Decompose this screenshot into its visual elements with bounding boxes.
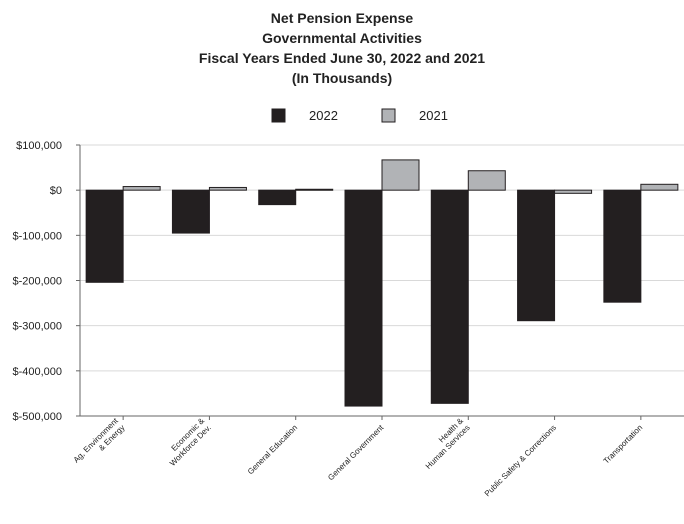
chart-title-line-3: Fiscal Years Ended June 30, 2022 and 202… bbox=[198, 50, 486, 66]
bar-2022 bbox=[171, 189, 210, 234]
y-tick-label: $100,000 bbox=[16, 140, 62, 152]
bar-2021 bbox=[122, 186, 161, 191]
bar-2022 bbox=[258, 189, 297, 206]
legend-swatch-2022 bbox=[271, 108, 286, 123]
y-tick-label: $-500,000 bbox=[12, 411, 62, 423]
legend: 2022 2021 bbox=[271, 108, 448, 123]
x-tick-label: Public Safety & Corrections bbox=[483, 423, 558, 498]
chart-title-line-1: Net Pension Expense bbox=[270, 10, 414, 26]
chart-title-line-4: (In Thousands) bbox=[291, 70, 393, 86]
x-tick-label: Ag, Environment& Energy bbox=[72, 416, 127, 471]
y-tick-label: $0 bbox=[50, 185, 62, 197]
bar-2021 bbox=[554, 189, 593, 194]
legend-swatch-2021 bbox=[381, 108, 396, 123]
x-tick-label: General Government bbox=[326, 423, 386, 483]
bar-2022 bbox=[430, 189, 469, 404]
y-tick-label: $-300,000 bbox=[12, 321, 62, 333]
bar-2021 bbox=[467, 170, 506, 191]
y-tick-label: $-100,000 bbox=[12, 230, 62, 242]
chart-title: Net Pension Expense Governmental Activit… bbox=[0, 8, 684, 88]
x-tick-label: Economic &Workforce Dev. bbox=[161, 416, 213, 468]
bar-2022 bbox=[603, 189, 642, 303]
bar-2022 bbox=[85, 189, 124, 283]
bar-2021 bbox=[295, 188, 334, 191]
bar-2022 bbox=[517, 189, 556, 322]
bar-2021 bbox=[208, 186, 247, 191]
x-tick-label: Health &Human Services bbox=[417, 416, 472, 471]
legend-label-2022: 2022 bbox=[309, 108, 338, 123]
y-tick-label: $-200,000 bbox=[12, 276, 62, 288]
axes bbox=[76, 144, 684, 420]
y-tick-label: $-400,000 bbox=[12, 366, 62, 378]
legend-label-2021: 2021 bbox=[419, 108, 448, 123]
x-tick-label: General Education bbox=[246, 423, 299, 476]
x-tick-label: Transportation bbox=[602, 423, 645, 466]
bar-2021 bbox=[640, 183, 679, 191]
chart-title-line-2: Governmental Activities bbox=[262, 30, 422, 46]
bar-2021 bbox=[381, 159, 420, 191]
bar-2022 bbox=[344, 189, 383, 407]
bars bbox=[85, 159, 679, 407]
